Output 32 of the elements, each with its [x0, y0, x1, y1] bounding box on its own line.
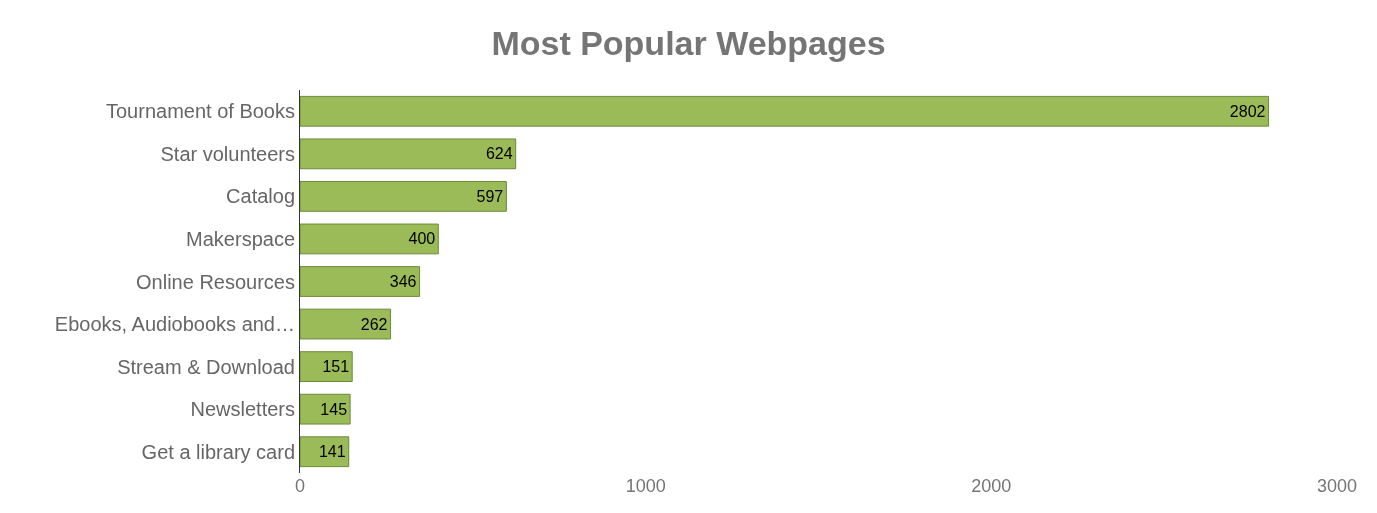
bar: [300, 351, 353, 383]
y-tick-label: Makerspace: [186, 227, 295, 250]
data-label: 145: [320, 400, 348, 418]
y-tick-label: Newsletters: [190, 398, 295, 421]
data-label: 346: [389, 273, 417, 290]
bar: [300, 223, 439, 255]
y-tick-label: Stream & Download: [117, 355, 295, 378]
bar: [300, 180, 507, 212]
chart-title: Most Popular Webpages: [491, 23, 886, 62]
bar: [300, 393, 351, 425]
bar: [300, 308, 392, 340]
y-tick-label: Online Resources: [136, 270, 295, 293]
x-tick-label: 0: [294, 476, 306, 496]
data-label: 400: [408, 230, 436, 248]
y-tick-label: Get a library card: [141, 440, 295, 463]
x-tick-label: 2000: [971, 476, 1012, 496]
bar: [300, 436, 350, 468]
x-tick-label: 1000: [625, 476, 666, 496]
data-label: 151: [322, 358, 350, 376]
y-tick-label: Catalog: [226, 185, 295, 208]
bar: [300, 95, 1270, 127]
data-label: 2802: [1229, 102, 1266, 120]
x-tick-label: 3000: [1316, 476, 1358, 496]
data-label: 262: [360, 315, 388, 333]
data-label: 141: [318, 443, 346, 461]
y-tick-label: Ebooks, Audiobooks and…: [54, 313, 295, 336]
data-label: 624: [485, 145, 513, 163]
bar: [300, 266, 421, 297]
y-tick-label: Star volunteers: [160, 142, 295, 165]
bar: [300, 138, 517, 170]
data-label: 597: [476, 187, 504, 205]
y-tick-label: Tournament of Books: [106, 100, 295, 123]
